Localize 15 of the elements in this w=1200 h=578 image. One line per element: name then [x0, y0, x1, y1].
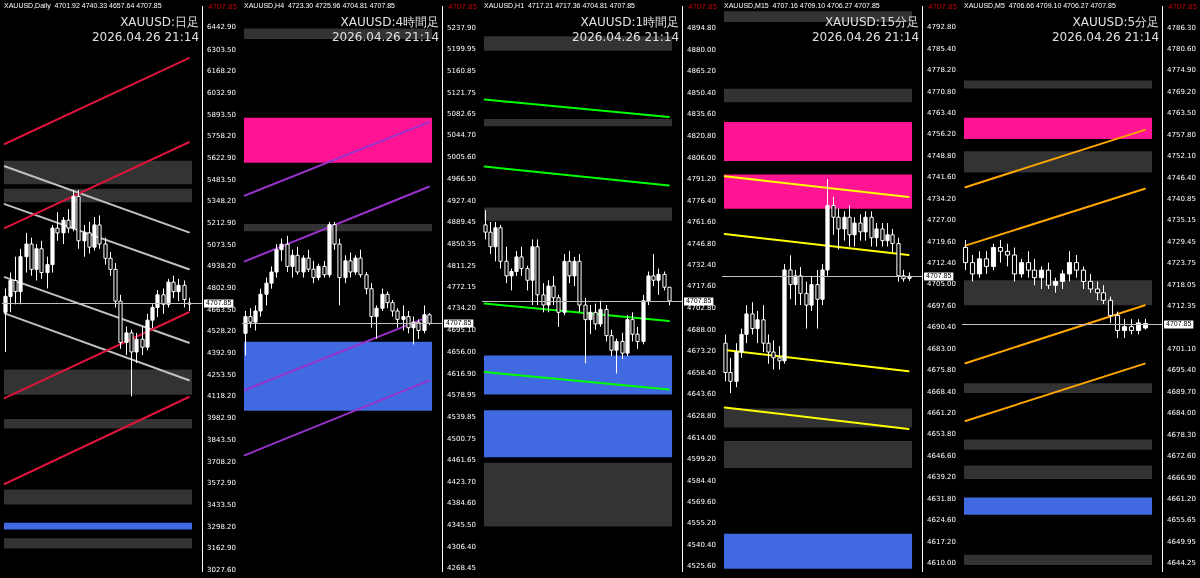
text: XAUUSD:4時間足: [340, 15, 440, 30]
text: 4707.85: [688, 2, 718, 12]
text: XAUUSD:1時間足: [580, 15, 680, 30]
text: 2026.04.26 21:14: [811, 30, 920, 45]
text: XAUUSD:5分足: [1072, 15, 1160, 30]
text: 4707.85: [928, 2, 958, 12]
text: 4707.85: [208, 2, 238, 12]
text: 2026.04.26 21:14: [1051, 30, 1160, 45]
text: 4707.85: [448, 2, 478, 12]
text: 2026.04.26 21:14: [331, 30, 440, 45]
text: XAUUSD:日足: [120, 15, 200, 30]
text: 2026.04.26 21:14: [571, 30, 680, 45]
text: 4707.85: [1168, 2, 1198, 12]
text: 2026.04.26 21:14: [91, 30, 200, 45]
text: XAUUSD:15分足: [824, 15, 920, 30]
